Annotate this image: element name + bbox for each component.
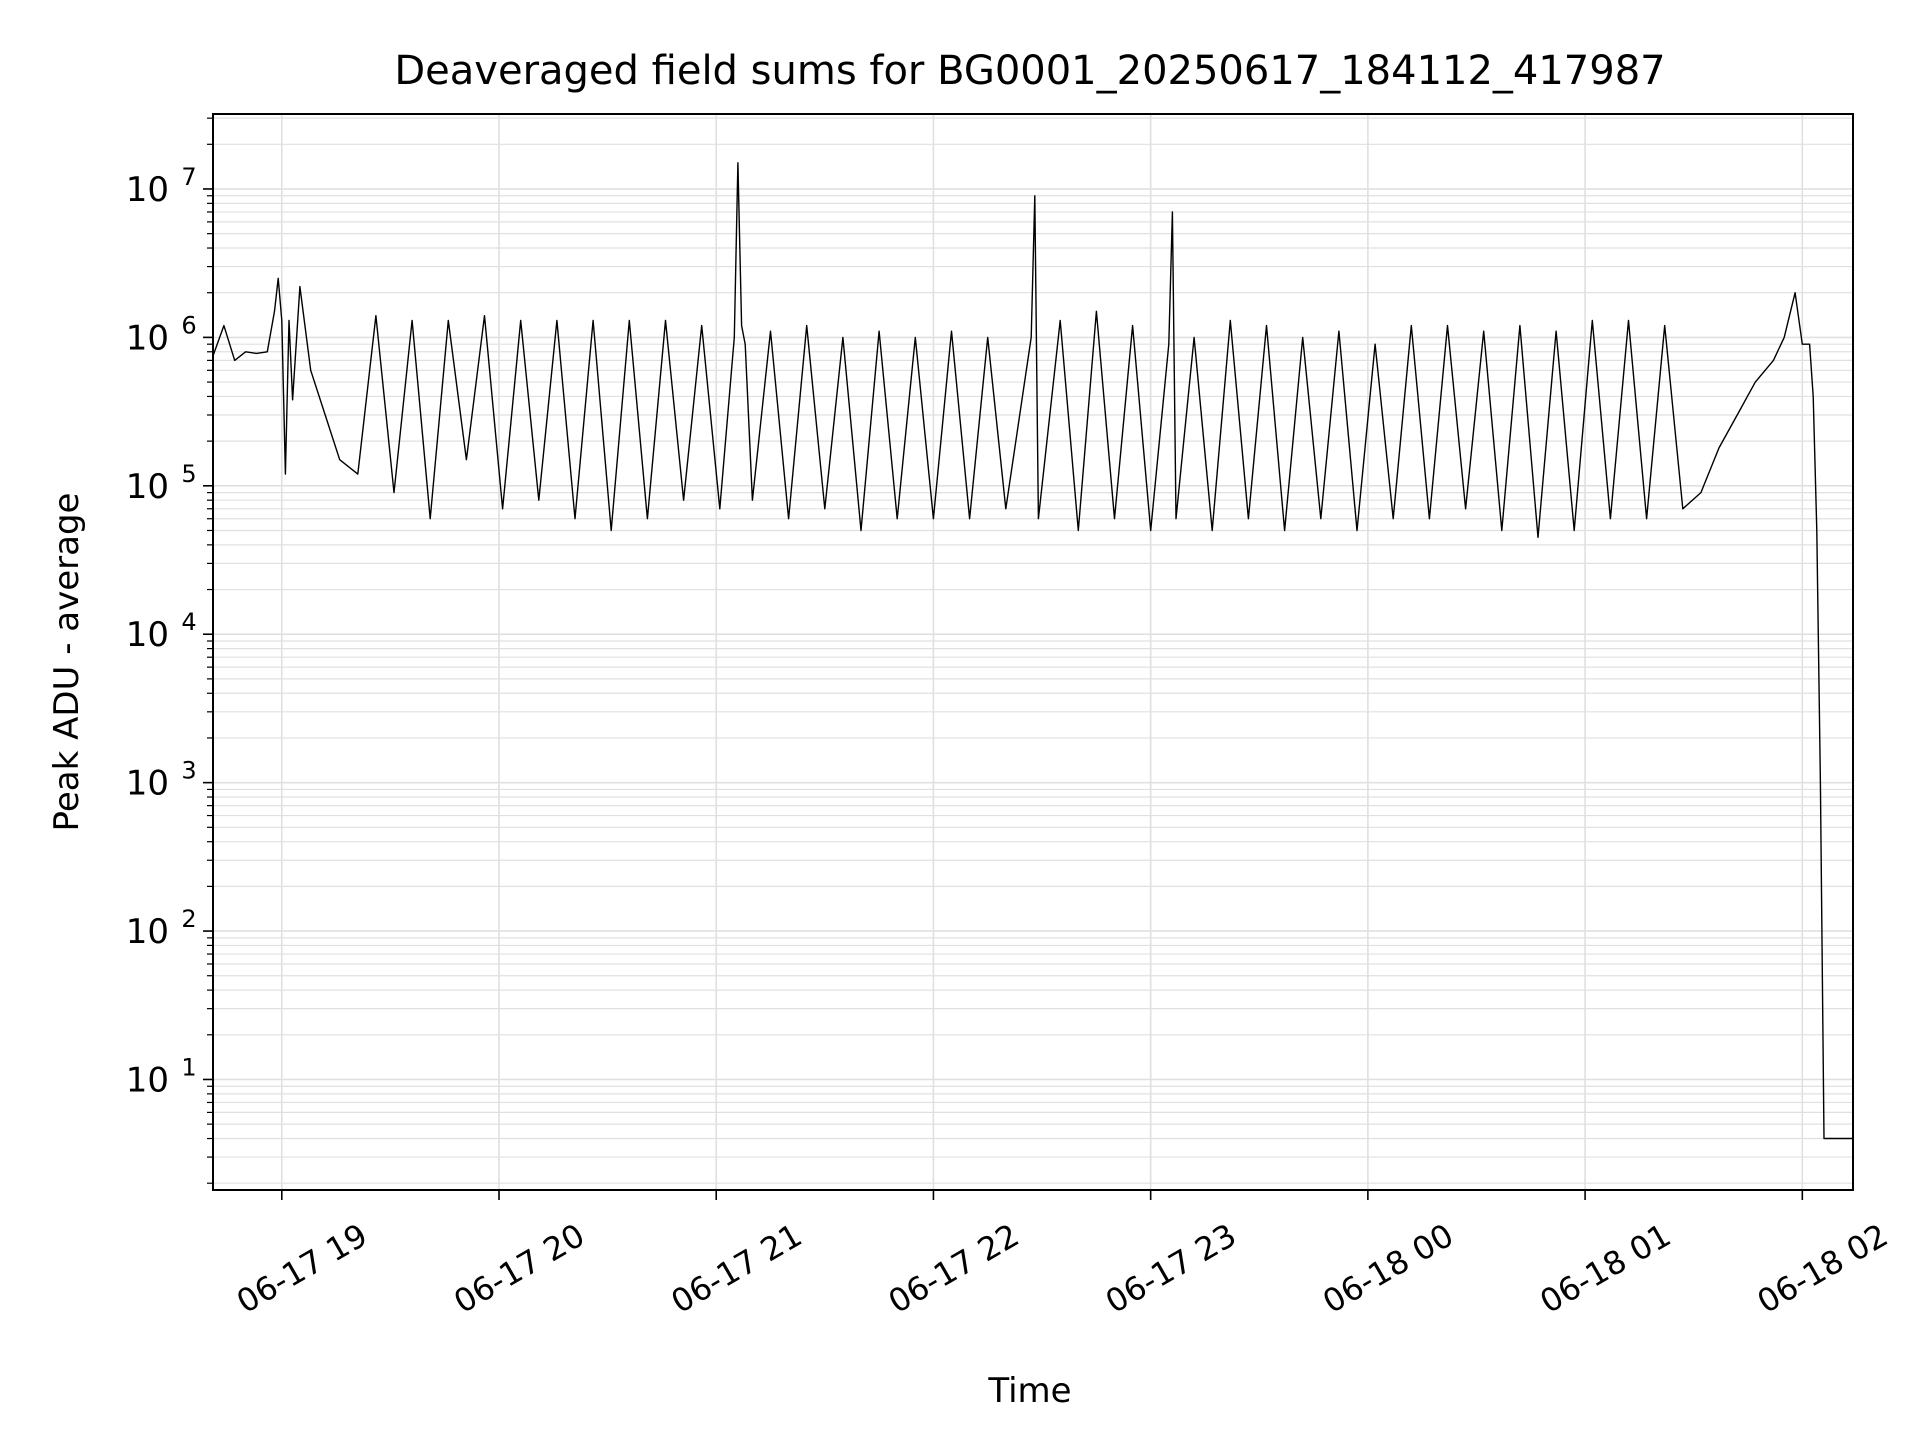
series-line: [213, 162, 1853, 1140]
y-axis-label: Peak ADU - average: [47, 493, 87, 832]
x-axis-label: Time: [987, 1371, 1071, 1411]
minor-grid: [213, 117, 1853, 1184]
y-axis: 10 1 10 2 10 3 10 4 10 5 10 6 10 7: [126, 117, 213, 1184]
y-tick-label: 10: [126, 467, 169, 507]
y-tick-label: 10: [126, 912, 169, 952]
y-tick-exponent: 5: [181, 460, 196, 488]
series-layer: [213, 162, 1853, 1140]
plot-frame: [212, 113, 1854, 1191]
y-tick-exponent: 1: [181, 1053, 196, 1081]
y-tick-label: 10: [126, 170, 169, 210]
y-tick-exponent: 6: [181, 311, 196, 339]
y-tick-exponent: 4: [181, 608, 196, 636]
y-tick-exponent: 7: [181, 163, 196, 191]
y-tick-exponent: 3: [181, 757, 196, 785]
y-tick-label: 10: [126, 764, 169, 804]
y-tick-label: 10: [126, 1060, 169, 1100]
y-tick-label: 10: [126, 318, 169, 358]
major-grid: [213, 114, 1853, 1190]
chart-title: Deaveraged field sums for BG0001_2025061…: [394, 48, 1665, 94]
y-tick-label: 10: [126, 615, 169, 655]
y-tick-exponent: 2: [181, 905, 196, 933]
